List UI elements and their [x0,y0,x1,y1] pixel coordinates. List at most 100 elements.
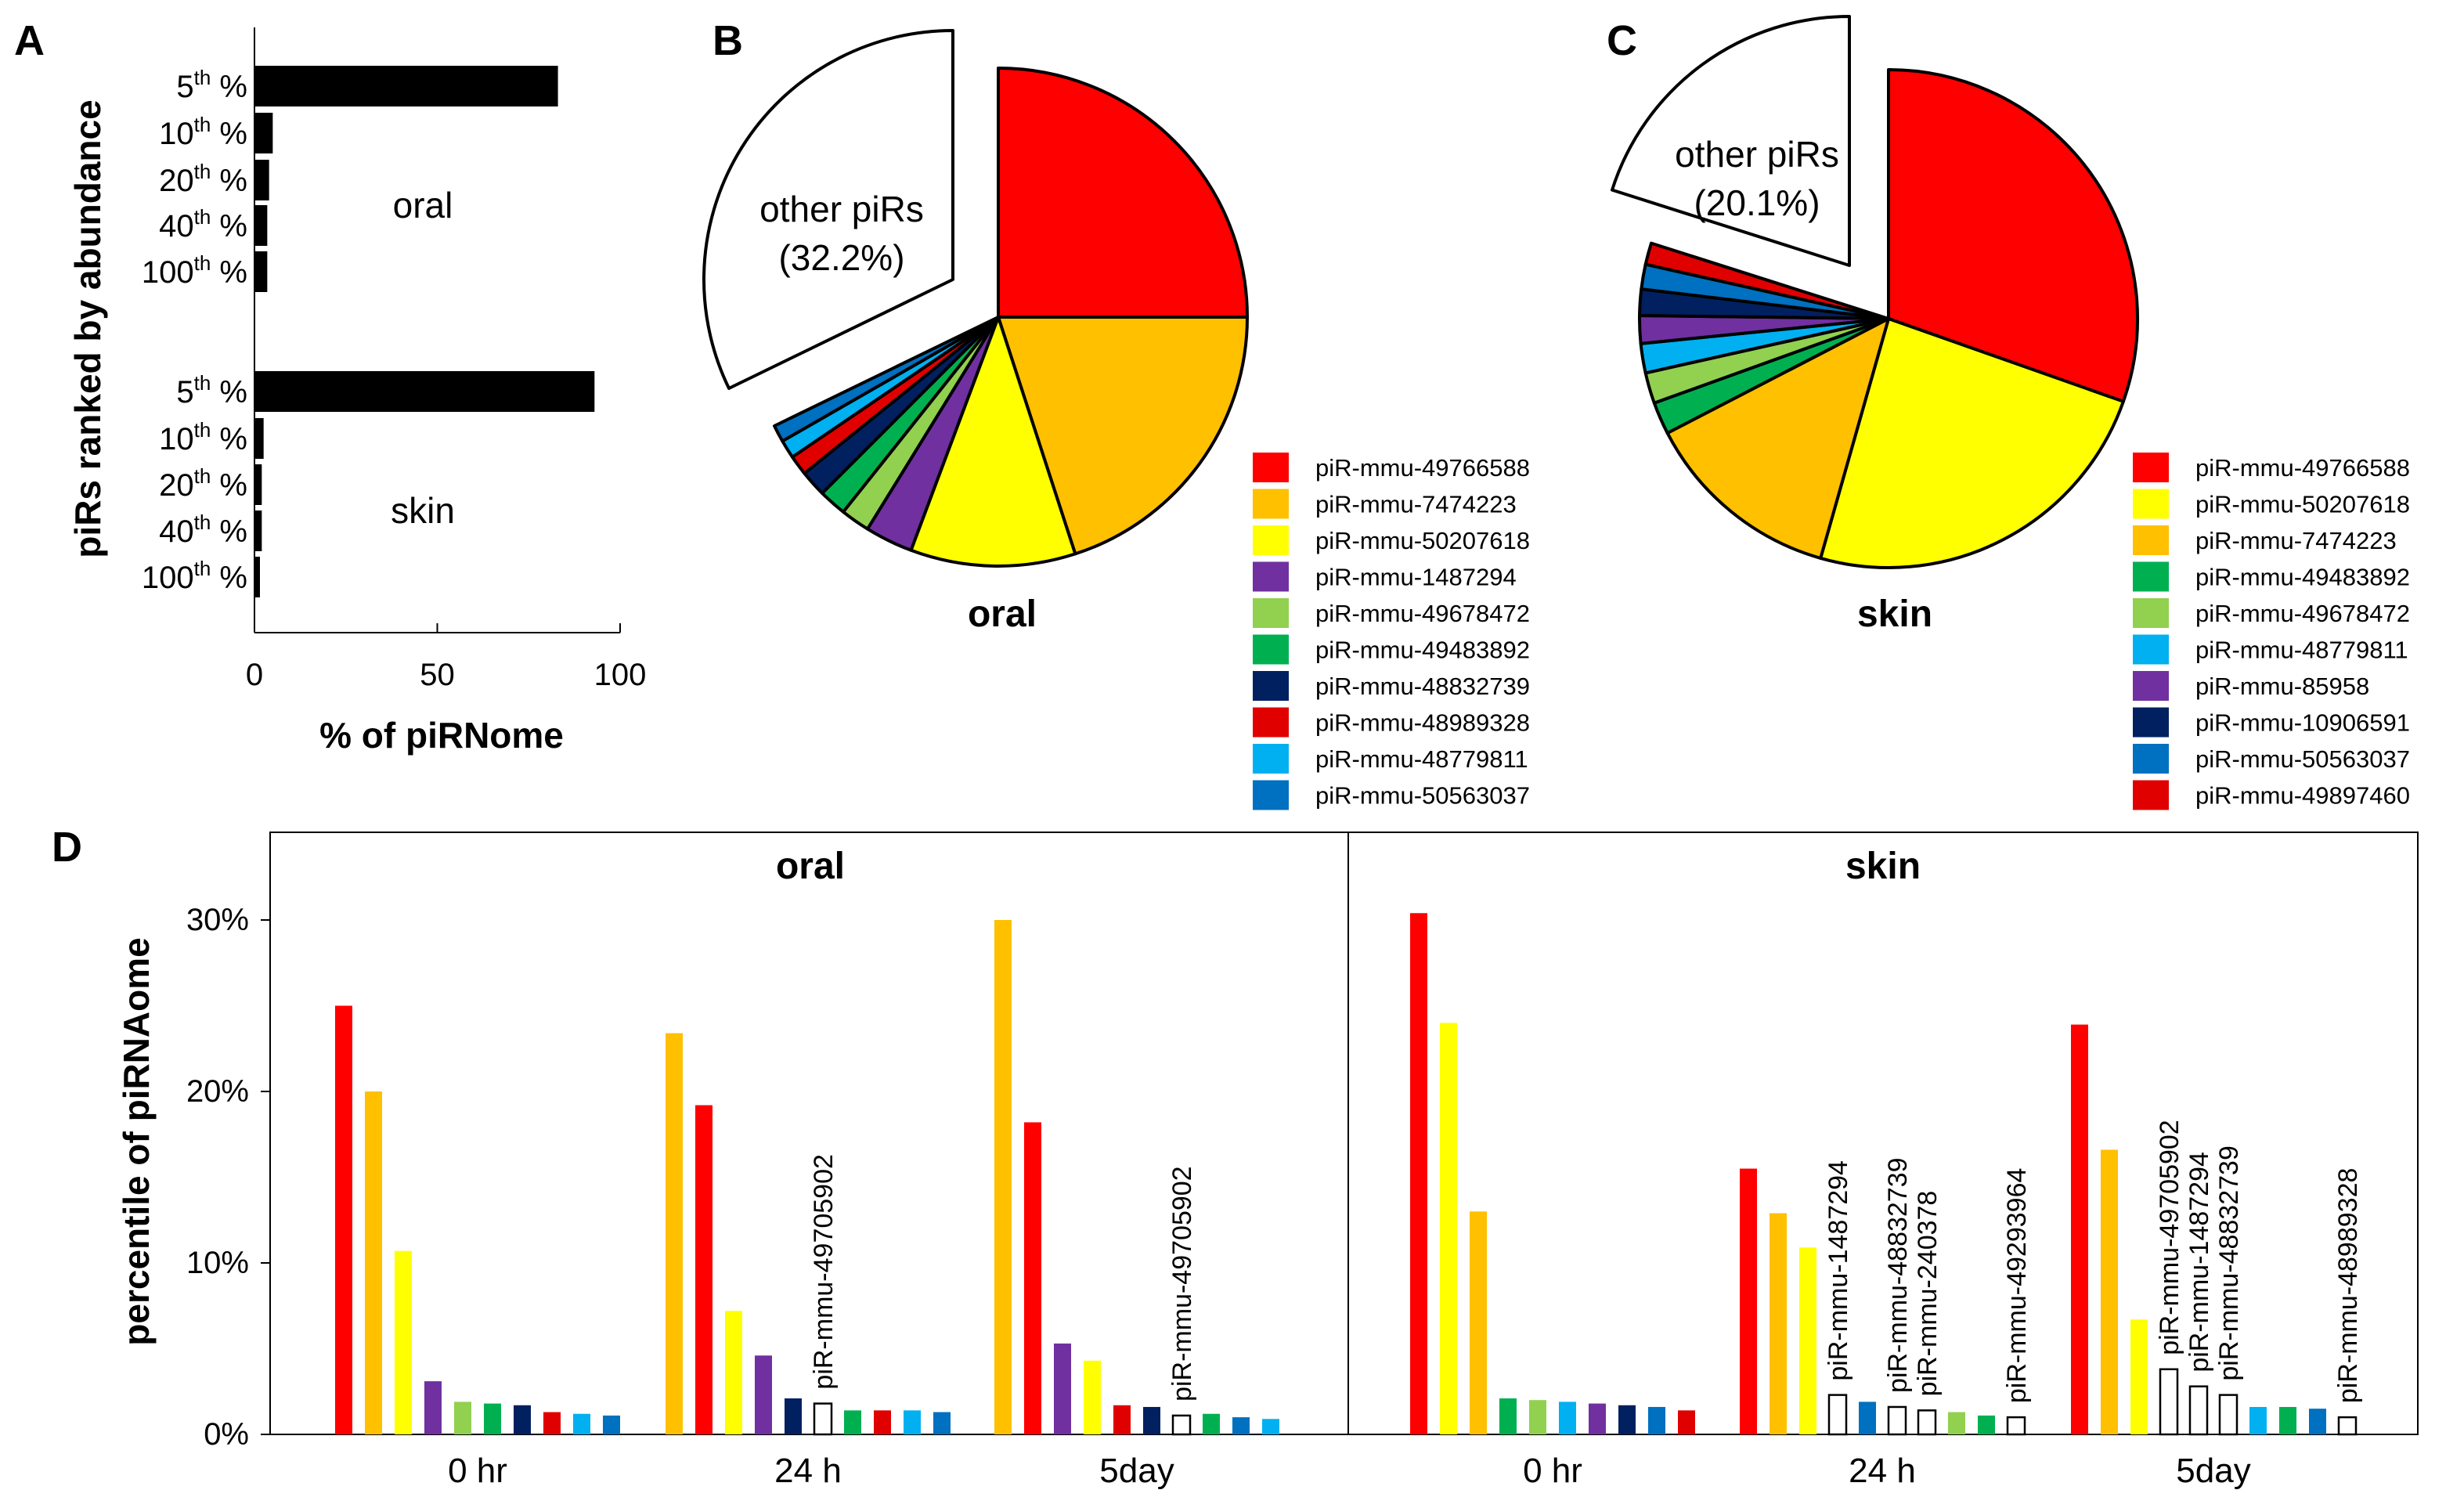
panel-d-bar-oral-5day-0 [994,920,1012,1434]
panel-a-chart: 0 50 100 5th % 10th % 20th % 40th % 100th % oral… [142,27,647,692]
panel-b-slice-pir-mmu-50563037 [773,316,1000,443]
panel-c-legend-swatch-pir-mmu-85958 [2133,671,2169,701]
panel-b-legend-swatch-pir-mmu-49483892 [1253,634,1289,665]
panel-b-legend-swatch-pir-mmu-50207618 [1253,525,1289,555]
panel-a-row-label: 10th % [159,113,247,151]
panel-d-title-oral: oral [776,846,845,887]
panel-b-letter: B [713,17,743,64]
panel-d-bar-skin-5day-7 [2279,1406,2296,1434]
panel-a-bar-oral-40 [254,205,268,246]
panel-d-annot-pir-mmu-1487294: piR-mmu-1487294 [1824,1160,1853,1381]
panel-d-bar-oral-0-hr-0 [335,1005,352,1434]
panel-d-bar-skin-5day-9 [2337,1416,2358,1436]
panel-d-bar-skin-0-hr-5 [1559,1402,1576,1434]
panel-a-row-label: 20th % [159,464,247,503]
panel-b-legend-label-pir-mmu-48989328: piR-mmu-48989328 [1315,709,1530,737]
panel-d-bar-skin-5day-4 [2188,1385,2209,1436]
panel-d-ytick-0: 0% [204,1417,249,1452]
panel-c-legend-label-pir-mmu-49897460: piR-mmu-49897460 [2195,782,2410,810]
panel-a-bar-oral-10 [254,113,273,153]
panel-d-group-label: 24 h [774,1452,842,1490]
panel-d-bar-skin-24-h-4 [1859,1402,1876,1434]
panel-b-slice-pir-mmu-50207618 [909,316,1077,568]
panel-c-legend-swatch-pir-mmu-50563037 [2133,744,2169,774]
panel-c-legend: piR-mmu-49766588 piR-mmu-50207618 piR-mmu-… [2133,453,2410,810]
panel-d-bar-skin-0-hr-2 [1470,1211,1487,1434]
panel-c-legend-swatch-pir-mmu-7474223 [2133,525,2169,555]
panel-d-bar-oral-5day-8 [1232,1417,1250,1434]
panel-a-row-label: 20th % [159,160,247,198]
panel-d-bar-oral-5day-9 [1262,1419,1279,1434]
panel-d-bar-oral-0-hr-7 [543,1412,561,1434]
panel-d-ytick-20: 20% [186,1074,249,1109]
panel-b-legend-label-pir-mmu-48832739: piR-mmu-48832739 [1315,673,1530,700]
panel-d-ytick-10: 10% [186,1246,249,1280]
panel-d-bar-skin-24-h-2 [1799,1247,1816,1434]
panel-a-letter: A [14,17,45,64]
panel-d-annot-pir-mmu-49705902: piR-mmu-49705902 [2155,1120,2184,1355]
panel-a-xtick-label: 100 [594,658,647,692]
panel-d-bar-skin-24-h-5 [1887,1405,1907,1436]
panel-a-row-label: 40th % [159,510,247,549]
panel-a-bar-skin-100 [254,557,261,597]
panel-d-bar-oral-0-hr-5 [484,1403,501,1434]
panel-d-annot-pir-mmu-240378: piR-mmu-240378 [1913,1191,1943,1397]
panel-c-legend-swatch-pir-mmu-48779811 [2133,634,2169,665]
panel-b-pie [702,29,1249,568]
panel-d-bar-oral-0-hr-1 [365,1091,382,1434]
panel-c-legend-label-pir-mmu-49766588: piR-mmu-49766588 [2195,454,2410,482]
panel-b-legend-label-pir-mmu-50563037: piR-mmu-50563037 [1315,782,1530,810]
panel-d-annot-pir-mmu-48832739: piR-mmu-48832739 [1883,1157,1913,1393]
panel-d-bar-skin-24-h-7 [1948,1412,1965,1434]
panel-d-bar-skin-24-h-8 [1978,1415,1995,1434]
panel-d-bar-skin-5day-2 [2130,1319,2148,1434]
panel-c-legend-label-pir-mmu-85958: piR-mmu-85958 [2195,673,2369,700]
panel-c-slice-pir-mmu-7474223 [1665,317,1890,560]
panel-c-letter: C [1607,17,1637,64]
panel-a-row-label: 40th % [159,205,247,244]
panel-b-legend-swatch-pir-mmu-50563037 [1253,780,1289,810]
panel-c-legend-swatch-pir-mmu-50207618 [2133,489,2169,519]
panel-b-legend-label-pir-mmu-50207618: piR-mmu-50207618 [1315,527,1530,554]
panel-d-bar-oral-0-hr-6 [514,1405,531,1434]
panel-c-pie [1611,15,2139,569]
panel-a-bar-oral-20 [254,160,269,200]
panel-a-xtick-label: 50 [420,658,455,692]
panel-a-row-label: 5th % [176,66,247,104]
panel-d-bar-oral-24-h-5 [813,1402,833,1436]
panel-b-legend-label-pir-mmu-49483892: piR-mmu-49483892 [1315,637,1530,664]
panel-a-xtick-label: 0 [246,658,263,692]
panel-d-bar-oral-5day-5 [1143,1406,1160,1434]
panel-c-legend-swatch-pir-mmu-49766588 [2133,453,2169,482]
panel-c-legend-swatch-pir-mmu-49678472 [2133,598,2169,628]
panel-d-bar-skin-0-hr-9 [1678,1410,1695,1434]
panel-a-row-label: 10th % [159,418,247,456]
panel-d-bar-oral-24-h-9 [933,1412,951,1434]
panel-b-legend-label-pir-mmu-7474223: piR-mmu-7474223 [1315,491,1517,518]
panel-a-row-label: 100th % [142,557,247,595]
panel-d-group-label: 5day [1099,1452,1174,1490]
panel-d-bar-oral-24-h-1 [695,1105,713,1434]
panel-d-bar-oral-5day-6 [1171,1414,1192,1436]
panel-d-bar-oral-24-h-0 [666,1033,683,1434]
panel-b-slice-pir-mmu-49766588 [997,67,1249,319]
panel-c-legend-label-pir-mmu-7474223: piR-mmu-7474223 [2195,527,2397,554]
panel-c-other-label: other piRs [1675,134,1839,175]
panel-d-bar-oral-24-h-2 [725,1311,742,1434]
panel-b-legend-swatch-pir-mmu-49678472 [1253,598,1289,628]
panel-a-group-label: skin [391,490,455,531]
panel-d-bar-skin-5day-8 [2309,1409,2326,1434]
panel-b-legend-swatch-pir-mmu-48989328 [1253,707,1289,738]
panel-c-slice-pir-mmu-49766588 [1887,68,2139,403]
panel-d-bar-skin-0-hr-4 [1529,1400,1546,1434]
panel-d-frame [269,832,2419,1435]
panel-d-bar-skin-5day-5 [2218,1394,2239,1436]
panel-c-legend-swatch-pir-mmu-49483892 [2133,561,2169,592]
panel-d-bar-skin-24-h-9 [2006,1416,2026,1436]
panel-d-bar-oral-5day-1 [1024,1122,1041,1434]
panel-d-title-skin: skin [1845,846,1921,887]
panel-d-group-label: 5day [2176,1452,2250,1490]
panel-d-annot-pir-mmu-48832739: piR-mmu-48832739 [2214,1145,2244,1381]
panel-d-annot-pir-mmu-48989328: piR-mmu-48989328 [2333,1168,2363,1404]
